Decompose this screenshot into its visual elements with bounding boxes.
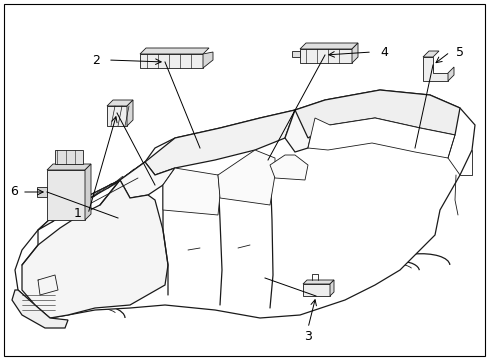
Polygon shape	[307, 118, 454, 158]
Bar	[73, 208, 81, 216]
Polygon shape	[107, 106, 127, 126]
Bar	[61, 180, 69, 188]
Circle shape	[426, 66, 433, 72]
Polygon shape	[329, 280, 333, 296]
Bar	[61, 208, 69, 216]
Polygon shape	[294, 90, 459, 138]
Polygon shape	[285, 110, 314, 152]
Polygon shape	[163, 168, 220, 215]
Polygon shape	[38, 162, 145, 230]
Polygon shape	[303, 280, 333, 284]
Polygon shape	[203, 52, 213, 68]
Bar	[73, 180, 81, 188]
Text: 2: 2	[92, 54, 100, 67]
Polygon shape	[107, 100, 133, 106]
Polygon shape	[15, 90, 474, 318]
Polygon shape	[140, 54, 203, 68]
Text: 4: 4	[379, 45, 387, 58]
Polygon shape	[218, 150, 274, 205]
Polygon shape	[145, 110, 294, 175]
Bar	[49, 180, 57, 188]
Polygon shape	[47, 164, 91, 170]
Polygon shape	[291, 51, 299, 57]
Polygon shape	[127, 100, 133, 126]
Polygon shape	[47, 170, 85, 220]
Polygon shape	[120, 162, 175, 198]
Polygon shape	[12, 290, 68, 328]
Bar	[49, 208, 57, 216]
Bar	[49, 194, 57, 202]
Polygon shape	[299, 49, 351, 63]
Bar	[73, 194, 81, 202]
Polygon shape	[422, 57, 447, 81]
Bar	[61, 194, 69, 202]
Polygon shape	[22, 180, 168, 318]
Text: 6: 6	[10, 185, 18, 198]
Polygon shape	[37, 187, 47, 197]
Polygon shape	[303, 284, 329, 296]
Polygon shape	[140, 48, 208, 54]
Polygon shape	[269, 155, 307, 180]
Polygon shape	[422, 51, 438, 57]
Polygon shape	[85, 164, 91, 220]
Text: 1: 1	[74, 207, 82, 220]
Polygon shape	[351, 43, 357, 63]
Text: 5: 5	[455, 45, 463, 58]
Polygon shape	[447, 67, 453, 81]
Text: 3: 3	[304, 329, 311, 342]
Polygon shape	[299, 43, 357, 49]
Polygon shape	[55, 150, 83, 164]
